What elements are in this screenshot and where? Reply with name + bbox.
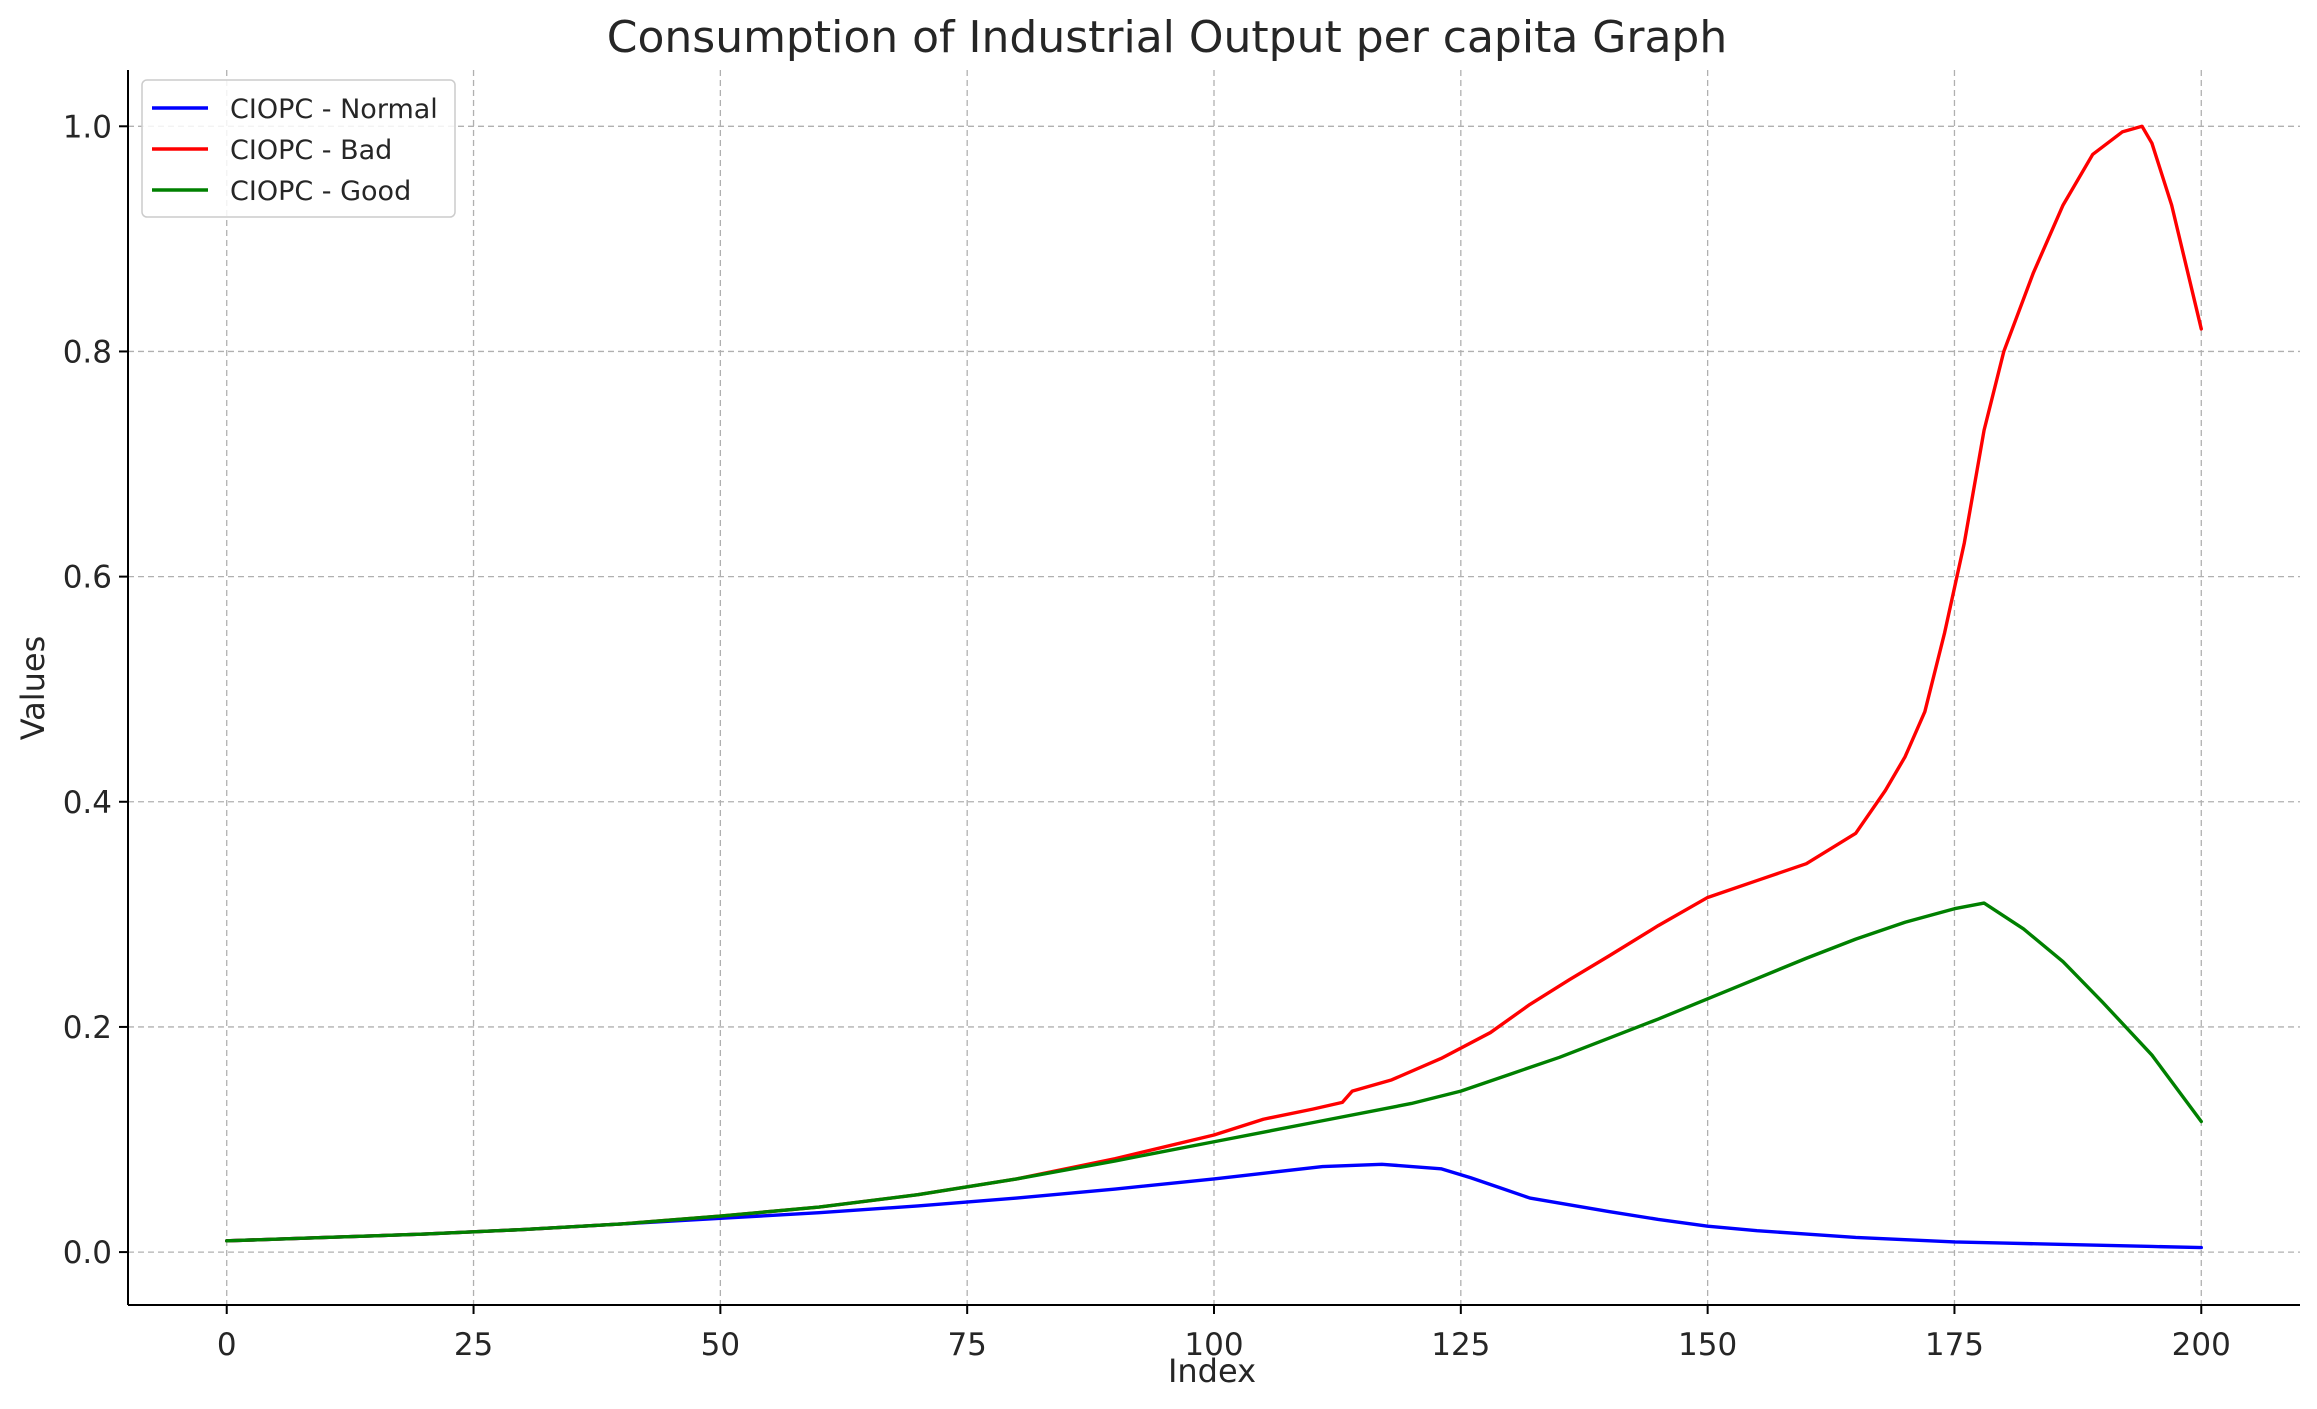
legend: CIOPC - Normal CIOPC - Bad CIOPC - Good xyxy=(141,79,456,218)
x-tick-label: 0 xyxy=(217,1327,237,1363)
y-tick-label: 0.2 xyxy=(63,1010,112,1046)
x-tick-label: 50 xyxy=(701,1327,740,1363)
x-tick-label: 175 xyxy=(1925,1327,1984,1363)
x-tick-label: 125 xyxy=(1431,1327,1490,1363)
series-line-normal xyxy=(225,1162,2203,1250)
x-tick-label: 100 xyxy=(1184,1327,1243,1363)
chart-title: Consumption of Industrial Output per cap… xyxy=(607,12,1728,63)
legend-label-bad: CIOPC - Bad xyxy=(230,135,392,166)
y-tick-label: 0.8 xyxy=(63,334,112,370)
y-tick-label: 1.0 xyxy=(63,109,112,145)
x-tick-label: 150 xyxy=(1678,1327,1737,1363)
x-tick-label: 75 xyxy=(947,1327,986,1363)
series-lines xyxy=(225,124,2203,1250)
y-axis-label: Values xyxy=(14,636,52,741)
tick-labels: 0 25 50 75 100 125 150 175 200 0.0 0.2 0.4 0.6 0.8 1.0 xyxy=(63,109,2231,1363)
legend-box xyxy=(141,79,456,218)
series-line-good xyxy=(225,901,2203,1243)
y-tick-label: 0.6 xyxy=(63,560,112,596)
y-tick-label: 0.0 xyxy=(63,1235,112,1271)
x-tick-label: 25 xyxy=(454,1327,493,1363)
x-axis-label: Index xyxy=(1168,1352,1256,1390)
grid xyxy=(128,70,2300,1305)
y-tick-label: 0.4 xyxy=(63,785,112,821)
x-tick-label: 200 xyxy=(2172,1327,2231,1363)
axes xyxy=(119,70,2300,1314)
legend-label-normal: CIOPC - Normal xyxy=(230,94,438,125)
legend-label-good: CIOPC - Good xyxy=(230,176,411,207)
